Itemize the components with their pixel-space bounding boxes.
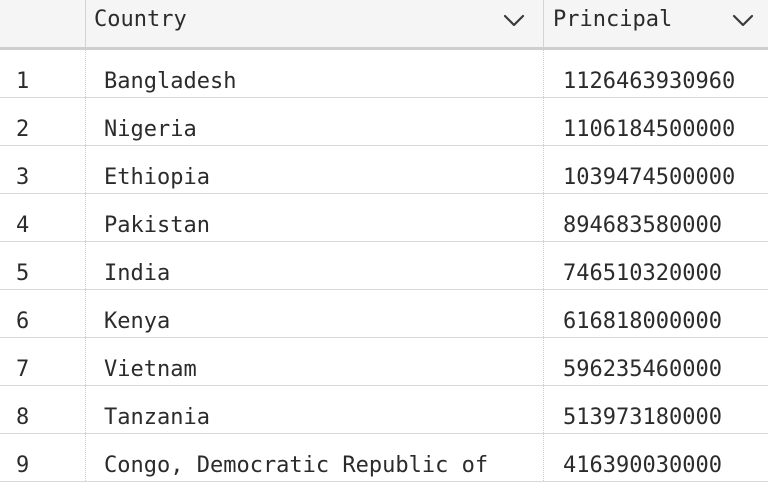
country-cell[interactable]: Vietnam [86,338,544,385]
country-cell[interactable]: Tanzania [86,386,544,433]
row-index: 8 [0,386,86,433]
principal-cell[interactable]: 596235460000 [563,357,722,382]
row-index: 2 [0,98,86,145]
row-index: 9 [0,434,86,481]
table-row[interactable]: 5 India 746510320000 [0,242,768,290]
chevron-down-icon[interactable] [503,14,525,28]
principal-cell[interactable]: 1039474500000 [563,165,736,190]
row-index: 5 [0,242,86,289]
principal-cell[interactable]: 1106184500000 [563,117,736,142]
table-header: Country Principal [0,0,768,50]
row-index: 4 [0,194,86,241]
table-row[interactable]: 9 Congo, Democratic Republic of 41639003… [0,434,768,482]
principal-cell[interactable]: 616818000000 [563,309,722,334]
country-column-header[interactable]: Country [86,0,544,47]
principal-cell[interactable]: 894683580000 [563,213,722,238]
table-row[interactable]: 2 Nigeria 1106184500000 [0,98,768,146]
country-cell[interactable]: India [86,242,544,289]
country-cell[interactable]: Pakistan [86,194,544,241]
table-row[interactable]: 4 Pakistan 894683580000 [0,194,768,242]
row-index: 3 [0,146,86,193]
table-row[interactable]: 3 Ethiopia 1039474500000 [0,146,768,194]
row-index: 7 [0,338,86,385]
row-index: 1 [0,50,86,97]
principal-column-header[interactable]: Principal [544,0,768,47]
principal-cell[interactable]: 746510320000 [563,261,722,286]
index-column-header[interactable] [0,0,86,47]
principal-cell[interactable]: 416390030000 [563,453,722,478]
principal-column-label: Principal [553,7,673,32]
table-row[interactable]: 7 Vietnam 596235460000 [0,338,768,386]
chevron-down-icon[interactable] [732,14,754,28]
country-cell[interactable]: Nigeria [86,98,544,145]
country-column-label: Country [94,7,187,32]
table-row[interactable]: 1 Bangladesh 1126463930960 [0,50,768,98]
country-cell[interactable]: Congo, Democratic Republic of [86,434,544,481]
country-cell[interactable]: Ethiopia [86,146,544,193]
country-cell[interactable]: Bangladesh [86,50,544,97]
country-cell[interactable]: Kenya [86,290,544,337]
table-row[interactable]: 8 Tanzania 513973180000 [0,386,768,434]
table-row[interactable]: 6 Kenya 616818000000 [0,290,768,338]
principal-cell[interactable]: 1126463930960 [563,69,736,94]
principal-cell[interactable]: 513973180000 [563,405,722,430]
row-index: 6 [0,290,86,337]
